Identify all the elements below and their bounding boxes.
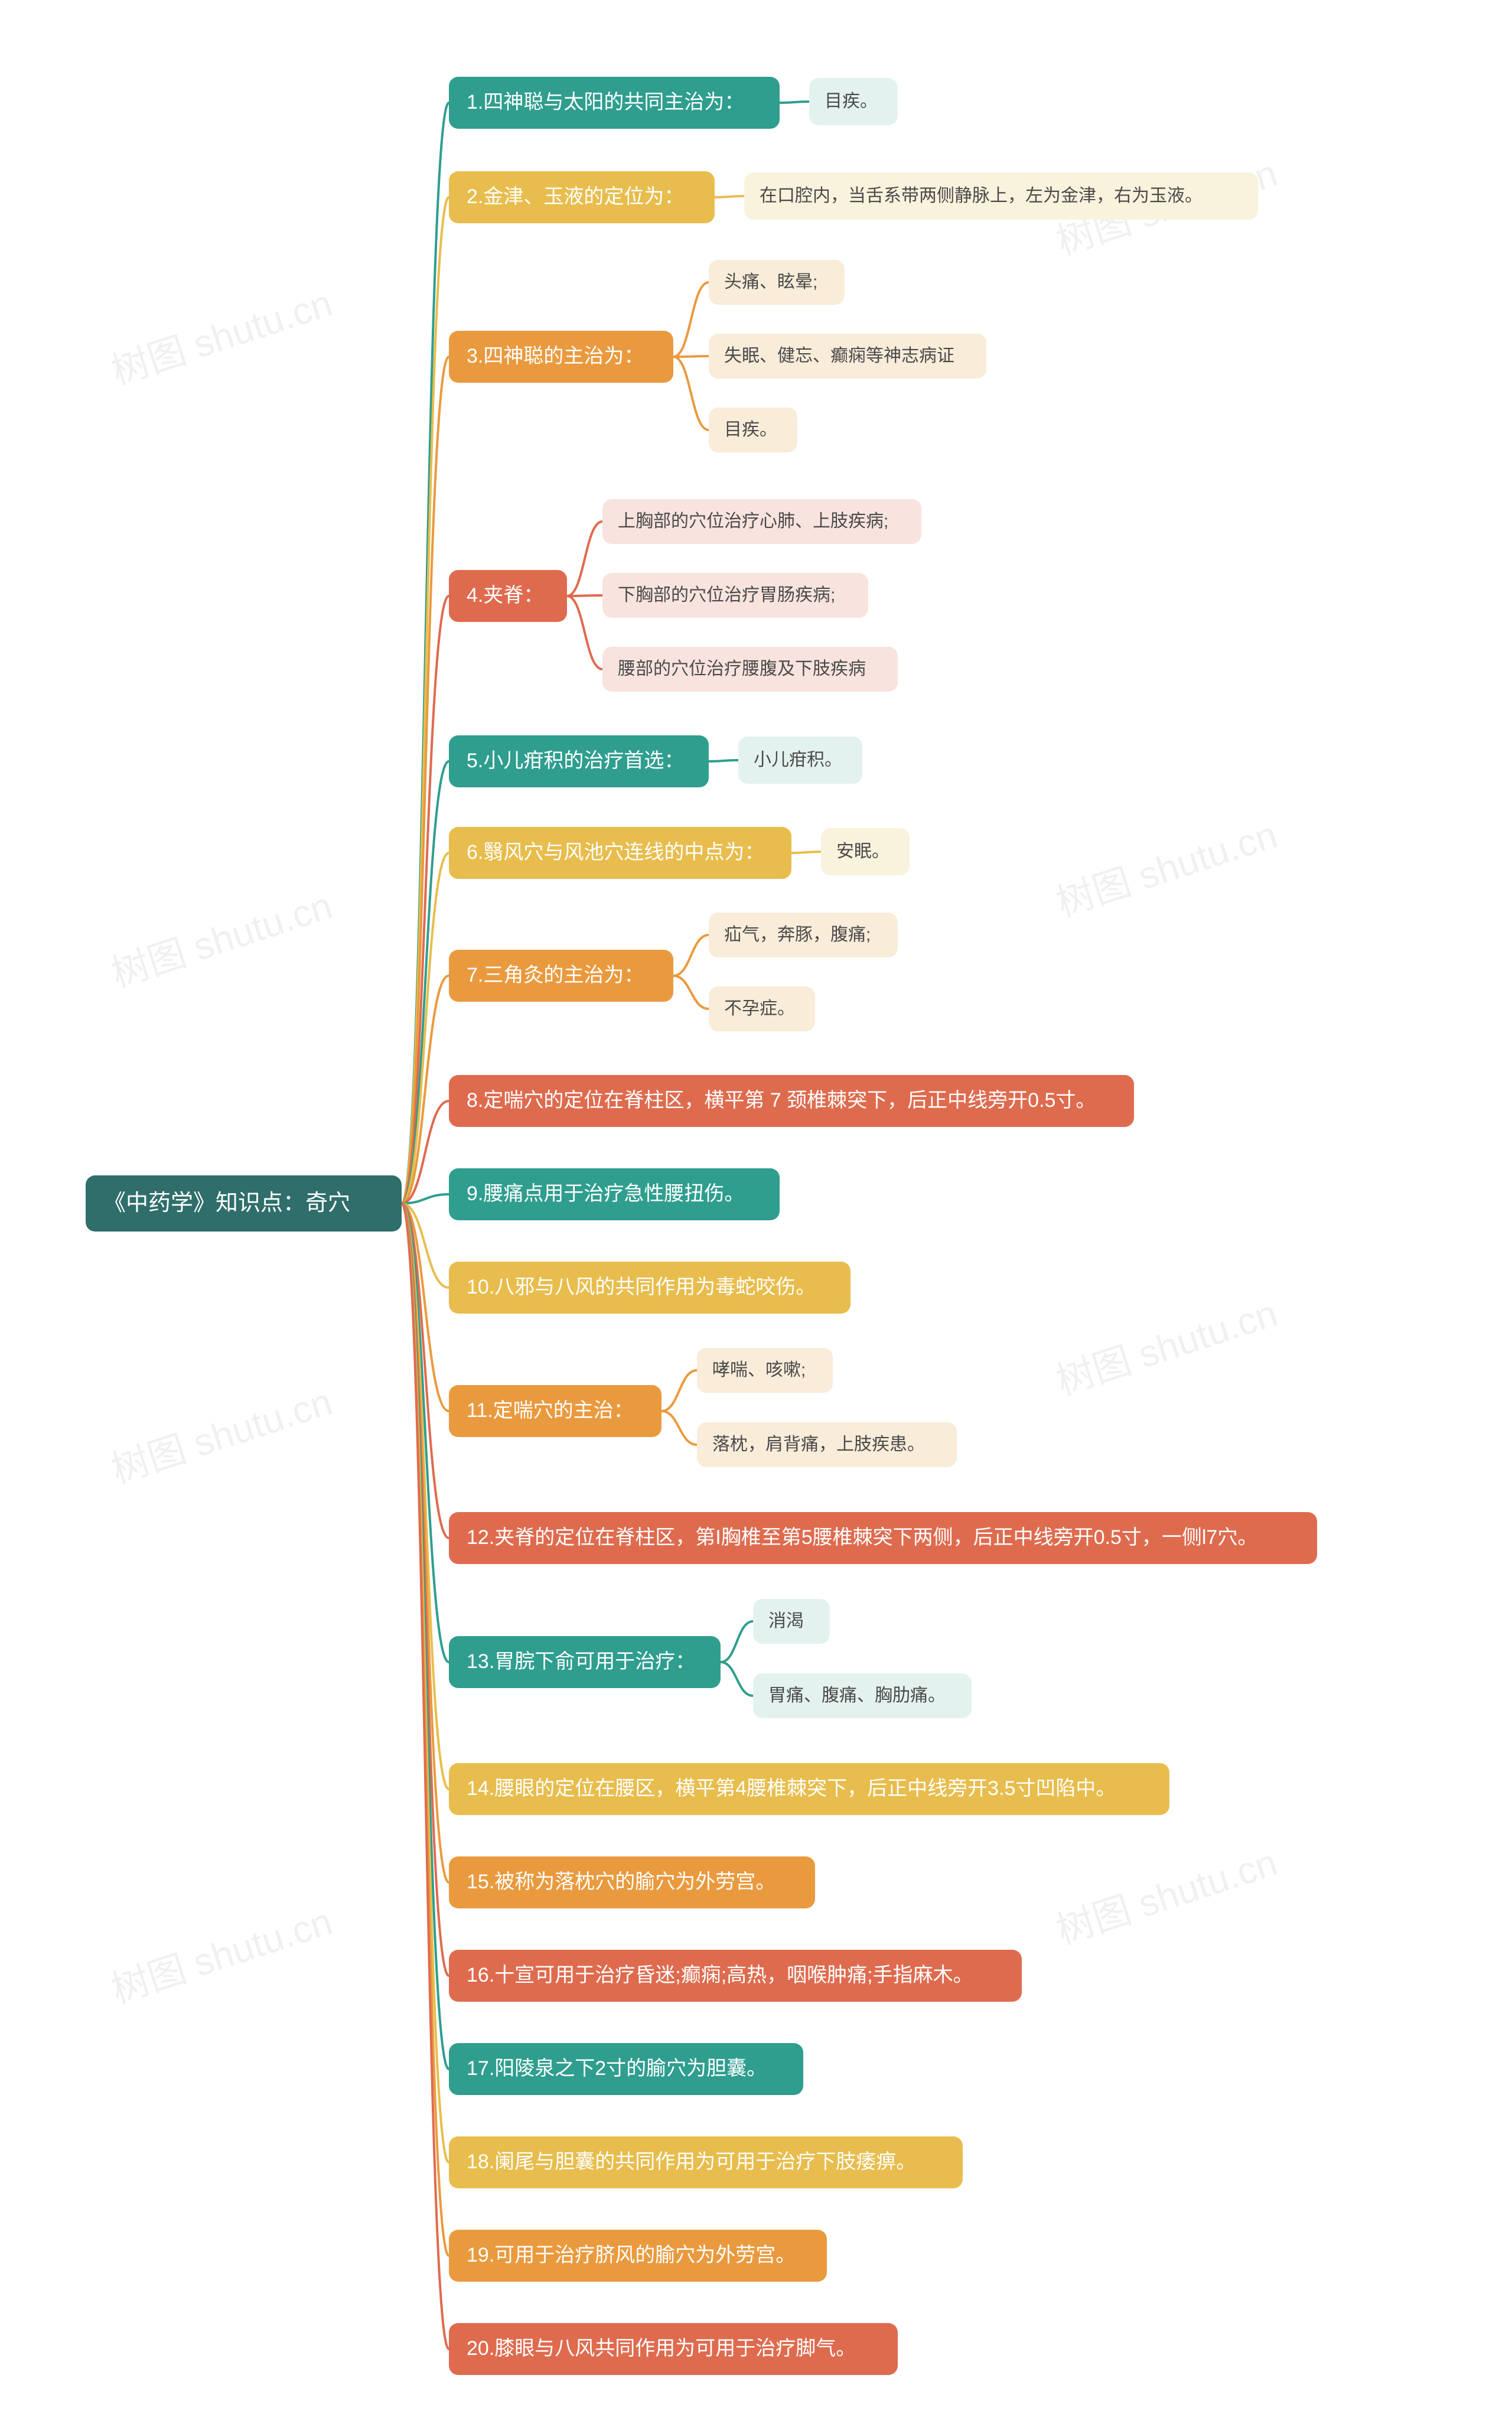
branch-node: 15.被称为落枕穴的腧穴为外劳宫。 — [449, 1856, 815, 1908]
watermark: 树图 shutu.cn — [1048, 1832, 1283, 1954]
leaf-node: 下胸部的穴位治疗胃肠疾病; — [602, 573, 868, 618]
branch-node: 5.小儿疳积的治疗首选： — [449, 735, 709, 787]
branch-node: 7.三角灸的主治为： — [449, 950, 673, 1002]
branch-node: 6.翳风穴与风池穴连线的中点为： — [449, 827, 791, 879]
watermark: 树图 shutu.cn — [103, 1891, 338, 2014]
leaf-node: 在口腔内，当舌系带两侧静脉上，左为金津，右为玉液。 — [744, 172, 1258, 220]
leaf-node: 腰部的穴位治疗腰腹及下肢疾病 — [602, 647, 898, 692]
branch-node: 10.八邪与八风的共同作用为毒蛇咬伤。 — [449, 1262, 850, 1314]
watermark: 树图 shutu.cn — [1048, 1283, 1283, 1405]
leaf-node: 落枕，肩背痛，上肢疾患。 — [697, 1422, 957, 1467]
leaf-node: 不孕症。 — [709, 986, 815, 1031]
leaf-node: 头痛、眩晕; — [709, 260, 845, 305]
leaf-node: 胃痛、腹痛、胸肋痛。 — [753, 1673, 972, 1718]
leaf-node: 哮喘、咳嗽; — [697, 1348, 833, 1393]
branch-node: 1.四神聪与太阳的共同主治为： — [449, 77, 780, 129]
watermark: 树图 shutu.cn — [103, 273, 338, 395]
branch-node: 12.夹脊的定位在脊柱区，第I胸椎至第5腰椎棘突下两侧，后正中线旁开0.5寸，一… — [449, 1512, 1317, 1564]
branch-node: 8.定喘穴的定位在脊柱区，横平第 7 颈椎棘突下，后正中线旁开0.5寸。 — [449, 1075, 1134, 1127]
branch-node: 9.腰痛点用于治疗急性腰扭伤。 — [449, 1168, 780, 1220]
branch-node: 14.腰眼的定位在腰区，横平第4腰椎棘突下，后正中线旁开3.5寸凹陷中。 — [449, 1763, 1169, 1815]
branch-node: 19.可用于治疗脐风的腧穴为外劳宫。 — [449, 2230, 827, 2282]
branch-node: 17.阳陵泉之下2寸的腧穴为胆囊。 — [449, 2043, 803, 2095]
branch-node: 11.定喘穴的主治： — [449, 1385, 662, 1437]
branch-node: 2.金津、玉液的定位为： — [449, 171, 715, 223]
branch-node: 18.阑尾与胆囊的共同作用为可用于治疗下肢痿痹。 — [449, 2136, 963, 2188]
leaf-node: 消渴 — [753, 1599, 830, 1644]
root-node: 《中药学》知识点：奇穴 — [86, 1175, 402, 1232]
leaf-node: 疝气，奔豚，腹痛; — [709, 913, 898, 957]
branch-node: 16.十宣可用于治疗昏迷;癫痫;高热，咽喉肿痛;手指麻木。 — [449, 1950, 1022, 2002]
branch-node: 3.四神聪的主治为： — [449, 331, 673, 383]
leaf-node: 小儿疳积。 — [738, 737, 862, 784]
branch-node: 20.膝眼与八风共同作用为可用于治疗脚气。 — [449, 2323, 898, 2375]
branch-node: 13.胃脘下俞可用于治疗： — [449, 1636, 721, 1688]
leaf-node: 失眠、健忘、癫痫等神志病证 — [709, 334, 986, 379]
leaf-node: 目疾。 — [709, 408, 797, 452]
mindmap-canvas: 树图 shutu.cn 树图 shutu.cn 树图 shutu.cn 树图 shut… — [0, 0, 1512, 2427]
leaf-node: 上胸部的穴位治疗心肺、上肢疾病; — [602, 499, 921, 544]
leaf-node: 目疾。 — [809, 78, 898, 125]
watermark: 树图 shutu.cn — [103, 875, 338, 998]
branch-node: 4.夹脊： — [449, 570, 567, 622]
watermark: 树图 shutu.cn — [1048, 804, 1283, 927]
leaf-node: 安眠。 — [821, 828, 910, 875]
watermark: 树图 shutu.cn — [103, 1372, 338, 1494]
